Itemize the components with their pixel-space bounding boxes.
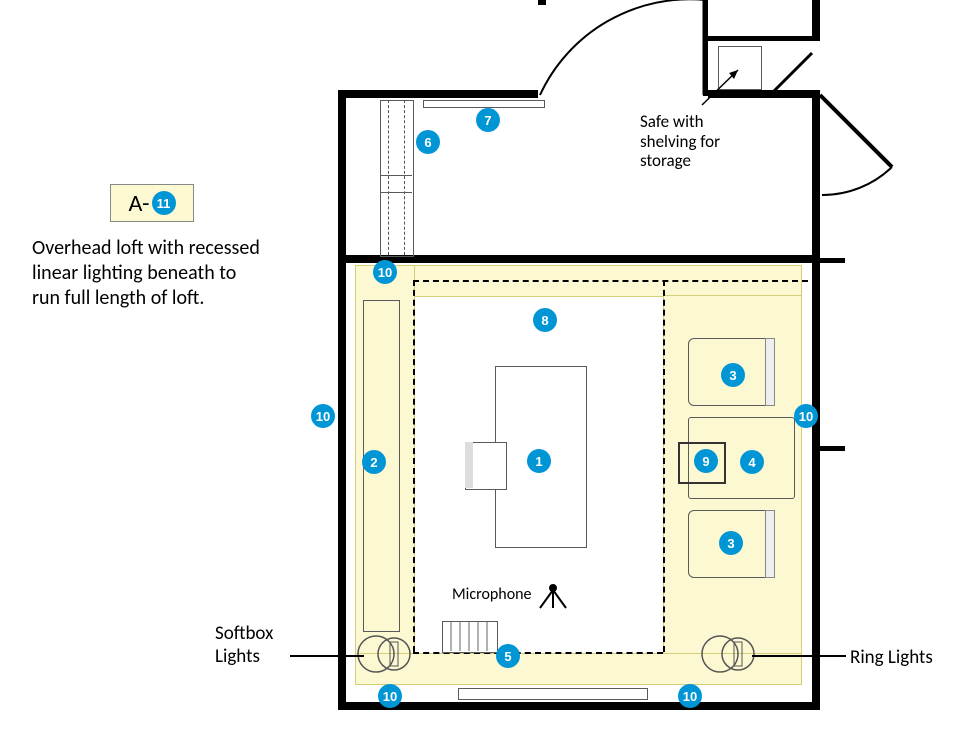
wall-main-right bbox=[812, 255, 820, 710]
steps-lines bbox=[442, 621, 496, 651]
safe-dashed bbox=[706, 94, 774, 96]
bar-5 bbox=[458, 688, 648, 700]
dash-left bbox=[413, 280, 415, 652]
marker-11-legend: 11 bbox=[152, 191, 176, 215]
safe-door bbox=[770, 48, 825, 103]
ringlight-symbol bbox=[700, 628, 756, 680]
marker-3: 3 bbox=[721, 363, 745, 387]
sofa-top-back bbox=[765, 338, 775, 406]
marker-3: 3 bbox=[719, 531, 743, 555]
fixture-6-dash1 bbox=[388, 100, 389, 255]
wall-right-stub-out bbox=[820, 258, 845, 263]
ring-leader bbox=[752, 655, 846, 657]
marker-10: 10 bbox=[311, 404, 335, 428]
island-chair-back bbox=[465, 442, 473, 488]
ringlights-label: Ring Lights bbox=[850, 646, 933, 670]
dash-right bbox=[663, 280, 665, 652]
wall-top-upper bbox=[338, 90, 538, 98]
marker-7: 7 bbox=[476, 108, 500, 132]
fixture-6-shelf1 bbox=[380, 175, 412, 176]
softbox-symbol bbox=[356, 628, 412, 680]
safe-arrow bbox=[702, 60, 752, 110]
wall-right-doorpost bbox=[812, 193, 820, 205]
wall-main-left bbox=[338, 255, 346, 710]
door-arc-top bbox=[540, 0, 710, 100]
marker-4: 4 bbox=[740, 450, 764, 474]
fixture-6-outer bbox=[380, 100, 414, 257]
dash-top bbox=[413, 280, 808, 282]
fixture-7-bar bbox=[423, 100, 545, 108]
wall-top-right-stub-v bbox=[812, 0, 820, 41]
legend-desc-l2: linear lighting beneath to bbox=[32, 261, 236, 285]
marker-2: 2 bbox=[362, 450, 386, 474]
legend-desc: Overhead loft with recessed linear light… bbox=[32, 236, 297, 311]
legend-box: A- 11 bbox=[110, 184, 194, 222]
marker-6: 6 bbox=[416, 130, 440, 154]
wall-upper-left bbox=[338, 90, 346, 260]
safe-label: Safe with shelving for storage bbox=[640, 112, 720, 171]
microphone-label: Microphone bbox=[452, 585, 532, 605]
sofa-bot-back bbox=[765, 510, 775, 578]
fixture-6-shelf2 bbox=[380, 192, 412, 193]
marker-10: 10 bbox=[378, 684, 402, 708]
marker-8: 8 bbox=[533, 308, 557, 332]
wall-safe-top bbox=[703, 36, 818, 41]
marker-10: 10 bbox=[678, 684, 702, 708]
fixture-6-dash2 bbox=[404, 100, 405, 255]
softbox-label: Softbox Lights bbox=[215, 623, 273, 669]
microphone-icon bbox=[536, 580, 570, 610]
wall-right-stub-out2 bbox=[820, 446, 845, 451]
marker-10: 10 bbox=[373, 260, 397, 284]
legend-desc-l1: Overhead loft with recessed bbox=[32, 236, 260, 260]
marker-1: 1 bbox=[527, 449, 551, 473]
legend-desc-l3: run full length of loft. bbox=[32, 286, 204, 310]
softbox-leader bbox=[290, 655, 364, 657]
wall-upper-right bbox=[812, 90, 820, 260]
wall-main-bottom bbox=[338, 702, 820, 710]
door-arc-right bbox=[820, 95, 925, 265]
marker-10: 10 bbox=[794, 404, 818, 428]
marker-5: 5 bbox=[496, 644, 520, 668]
marker-9: 9 bbox=[694, 449, 718, 473]
legend-prefix: A- bbox=[128, 189, 149, 218]
